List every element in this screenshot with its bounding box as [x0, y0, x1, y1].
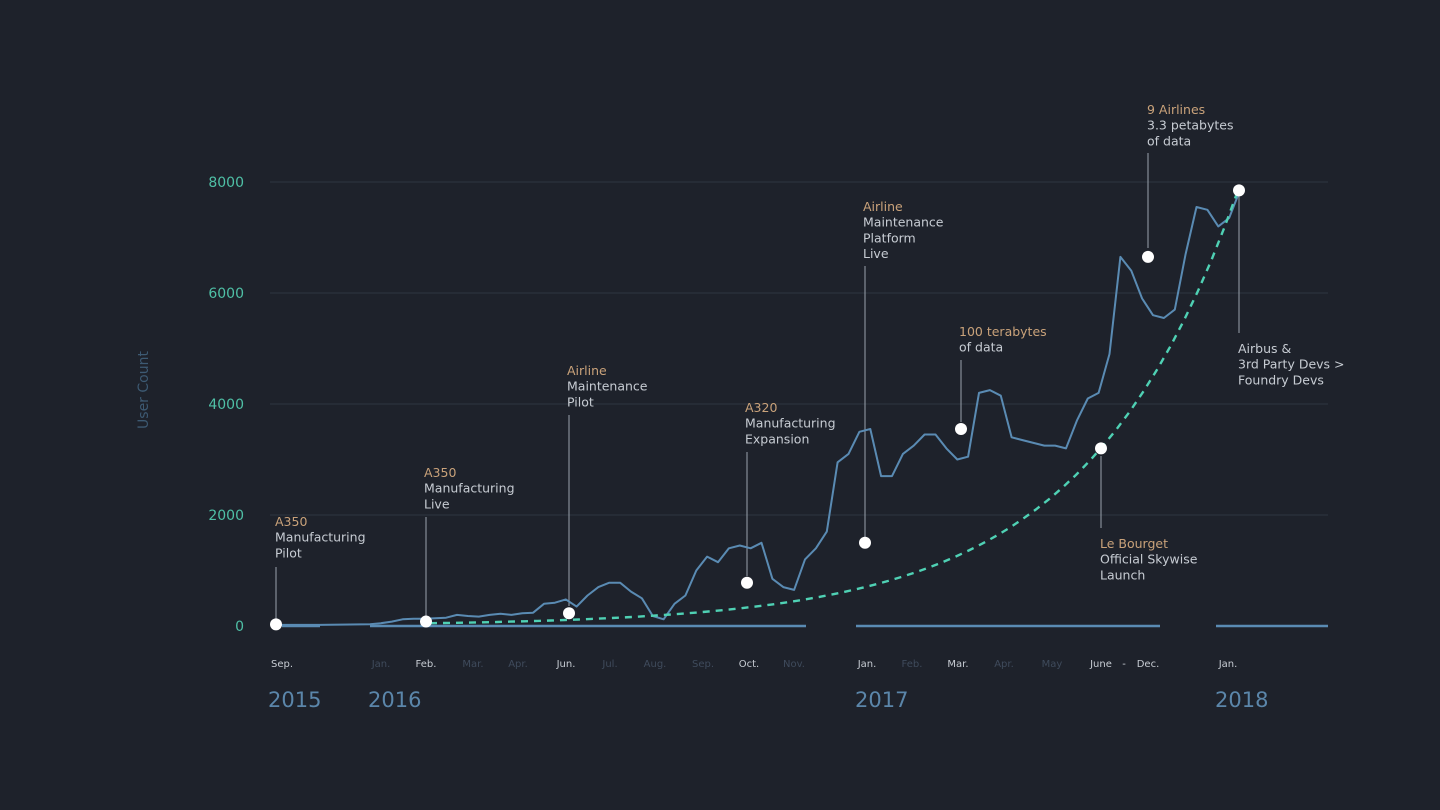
month-label-2: Feb. [416, 659, 437, 670]
month-label-16: June [1089, 659, 1112, 670]
annotation-7: 9 Airlines 3.3 petabytes of data [1147, 102, 1233, 148]
annotation-4-line-3: Live [863, 246, 889, 261]
annotation-3-line-1: Manufacturing [745, 416, 836, 431]
milestone-marker-7 [1142, 250, 1154, 263]
grid-lines [270, 181, 1328, 516]
annotation-0-line-0: A350 [275, 514, 307, 529]
y-axis-ticks: 0 2000 4000 6000 8000 [208, 175, 244, 635]
annotation-1: A350 Manufacturing Live [424, 465, 515, 511]
annotation-8: Airbus & 3rd Party Devs > Foundry Devs [1238, 341, 1345, 387]
milestone-markers [270, 184, 1245, 631]
annotation-5-line-1: of data [959, 340, 1003, 355]
milestone-marker-6 [1095, 442, 1107, 455]
annotation-3-line-2: Expansion [745, 431, 809, 446]
annotation-6-line-2: Launch [1100, 567, 1145, 582]
y-tick-label-4: 8000 [208, 175, 244, 191]
annotation-8-line-0: Airbus & [1238, 341, 1292, 356]
month-label-10: Nov. [783, 659, 805, 670]
x-axis-year-labels: 2015 2016 2017 2018 [268, 688, 1268, 712]
annotation-7-line-0: 9 Airlines [1147, 102, 1205, 117]
month-label-15: May [1042, 659, 1063, 670]
annotation-7-line-2: of data [1147, 133, 1191, 148]
month-label-1: Jan. [371, 659, 391, 670]
milestone-marker-1 [420, 615, 432, 628]
x-axis-month-labels: Sep. Jan. Feb. Mar. Apr. Jun. Jul. Aug. Sep. Oct.… [271, 659, 1237, 670]
milestone-marker-2 [563, 607, 575, 620]
month-label-14: Apr. [994, 659, 1014, 670]
annotation-2: Airline Maintenance Pilot [567, 363, 648, 409]
year-label-2016: 2016 [368, 688, 421, 712]
milestone-marker-8 [1233, 184, 1245, 197]
month-label-12: Feb. [902, 659, 923, 670]
annotation-8-line-1: 3rd Party Devs > [1238, 357, 1345, 372]
milestone-marker-4 [859, 536, 871, 549]
annotation-6: Le Bourget Official Skywise Launch [1100, 536, 1198, 582]
month-label-13: Mar. [947, 659, 968, 670]
year-label-2018: 2018 [1215, 688, 1268, 712]
annotation-0: A350 Manufacturing Pilot [275, 514, 366, 560]
annotation-6-line-0: Le Bourget [1100, 536, 1168, 551]
y-tick-label-3: 6000 [208, 286, 244, 302]
annotation-7-line-1: 3.3 petabytes [1147, 118, 1233, 133]
annotation-5: 100 terabytes of data [959, 324, 1047, 355]
annotation-1-line-2: Live [424, 496, 450, 511]
annotation-1-line-1: Manufacturing [424, 481, 515, 496]
annotation-8-line-2: Foundry Devs [1238, 372, 1324, 387]
y-tick-label-1: 2000 [208, 508, 244, 524]
month-label-6: Jul. [601, 659, 617, 670]
month-label-5: Jun. [556, 659, 576, 670]
month-label-8: Sep. [692, 659, 714, 670]
annotation-4-line-1: Maintenance [863, 215, 944, 230]
annotation-2-line-0: Airline [567, 363, 607, 378]
annotation-leader-lines [275, 153, 1240, 619]
annotation-3-line-0: A320 [745, 400, 777, 415]
month-label-9: Oct. [739, 659, 759, 670]
month-label-18: Dec. [1137, 659, 1160, 670]
month-label-3: Mar. [462, 659, 483, 670]
month-label-17: - [1122, 659, 1126, 670]
user-count-series-line [276, 189, 1241, 626]
annotation-2-line-1: Maintenance [567, 379, 648, 394]
month-label-7: Aug. [644, 659, 667, 670]
annotation-6-line-1: Official Skywise [1100, 552, 1198, 567]
milestone-marker-0 [270, 618, 282, 631]
y-tick-label-0: 0 [235, 619, 244, 635]
y-tick-label-2: 4000 [208, 397, 244, 413]
month-label-4: Apr. [508, 659, 528, 670]
year-label-2017: 2017 [855, 688, 908, 712]
y-axis-label: User Count [136, 351, 152, 429]
annotation-5-line-0: 100 terabytes [959, 324, 1047, 339]
annotation-4-line-0: Airline [863, 199, 903, 214]
annotation-4-line-2: Platform [863, 230, 916, 245]
annotation-4: Airline Maintenance Platform Live [863, 199, 944, 261]
annotation-2-line-2: Pilot [567, 394, 594, 409]
milestone-marker-5 [955, 422, 967, 435]
annotation-0-line-2: Pilot [275, 545, 302, 560]
month-label-19: Jan. [1218, 659, 1238, 670]
annotation-1-line-0: A350 [424, 465, 456, 480]
year-label-2015: 2015 [268, 688, 321, 712]
annotation-3: A320 Manufacturing Expansion [745, 400, 836, 446]
annotation-0-line-1: Manufacturing [275, 530, 366, 545]
month-label-0: Sep. [271, 659, 293, 670]
month-label-11: Jan. [857, 659, 877, 670]
milestone-marker-3 [741, 576, 753, 589]
